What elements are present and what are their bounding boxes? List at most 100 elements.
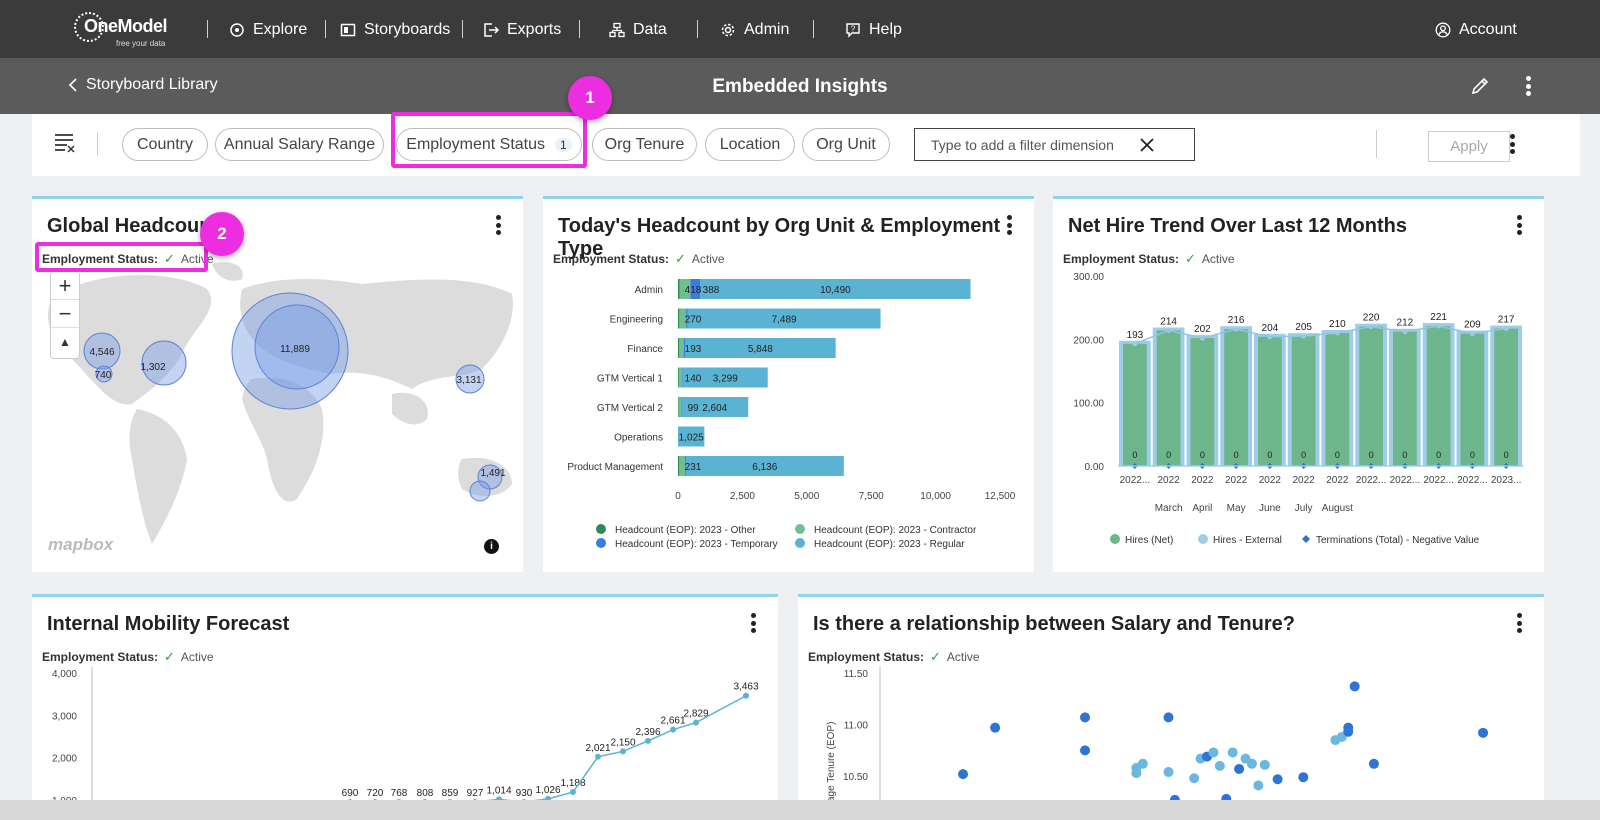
y-tick-label: 1,000 [52, 796, 77, 803]
nav-help-label: Help [869, 21, 902, 38]
data-label: 859 [442, 788, 459, 799]
legend-label: Headcount (EOP): 2023 - Contractor [814, 525, 977, 536]
card-more-menu[interactable] [1512, 213, 1526, 237]
data-label: 0 [1200, 450, 1205, 460]
bar-segment [679, 279, 691, 299]
data-label: 10,490 [820, 285, 851, 296]
filter-chip-annual-salary-range[interactable]: Annual Salary Range [215, 128, 384, 161]
filter-chip-employment-status[interactable]: Employment Status 1 [396, 128, 582, 161]
nav-explore[interactable]: Explore [229, 18, 307, 42]
data-label: 1,026 [535, 785, 560, 796]
data-label: 202 [1194, 324, 1211, 335]
clear-close-icon[interactable] [1139, 137, 1155, 153]
scatter-point [1137, 758, 1148, 769]
filter-input-placeholder: Type to add a filter dimension [931, 136, 1114, 153]
bubble-europe [231, 292, 349, 410]
bubble-label: 11,889 [280, 344, 310, 355]
filter-tag-value: Active [180, 650, 214, 664]
data-label: 214 [1160, 316, 1177, 327]
data-label: 193 [685, 344, 702, 355]
nav-exports[interactable]: Exports [483, 18, 561, 42]
card-title: Internal Mobility Forecast [47, 613, 290, 635]
x-tick-label: 0 [675, 491, 681, 502]
filter-list-icon[interactable] [54, 132, 76, 156]
nav-storyboards[interactable]: Storyboards [340, 18, 450, 42]
card-title: Net Hire Trend Over Last 12 Months [1068, 215, 1407, 237]
scatter-point [1189, 773, 1200, 784]
logo-tagline: free your data [116, 39, 166, 48]
data-label: 0 [1301, 450, 1306, 460]
onemodel-logo[interactable]: OneModel free your data [74, 10, 174, 50]
nav-admin-label: Admin [744, 21, 790, 38]
info-icon[interactable]: i [484, 539, 499, 554]
legend-label: Headcount (EOP): 2023 - Other [615, 525, 756, 536]
edit-pencil-icon[interactable] [1469, 75, 1491, 97]
filter-chip-org-unit[interactable]: Org Unit [802, 128, 890, 161]
compass-button[interactable]: ▲ [59, 335, 71, 349]
nav-admin[interactable]: Admin [720, 18, 789, 42]
legend-marker [1110, 534, 1120, 544]
bar-segment [678, 397, 681, 417]
x-tick-label: 2,500 [730, 491, 755, 502]
bar-segment [678, 338, 680, 358]
nav-help[interactable]: ? Help [845, 18, 902, 42]
map-zoom-controls: + − ▲ [50, 271, 80, 359]
scatter-point [1259, 759, 1270, 770]
bar-segment [678, 308, 680, 329]
data-label: 1,025 [679, 433, 704, 444]
y-tick-label: 3,000 [52, 711, 77, 722]
legend-marker [596, 538, 606, 548]
logo-mark-icon [74, 12, 104, 42]
chevron-left-icon [68, 78, 77, 92]
card-more-menu[interactable] [746, 611, 760, 635]
legend-label: Headcount (EOP): 2023 - Temporary [615, 539, 778, 550]
y-tick-label: 300.00 [1073, 272, 1104, 283]
nav-data[interactable]: Data [609, 18, 667, 42]
storyboard-more-menu[interactable] [1521, 74, 1535, 98]
x-tick-label: 2022... [1457, 475, 1488, 486]
check-icon: ✓ [164, 251, 175, 266]
nav-storyboards-label: Storyboards [364, 21, 451, 38]
legend-label: Hires - External [1213, 535, 1282, 546]
legend-marker [795, 538, 805, 548]
data-label: 231 [685, 462, 702, 473]
data-label: 0 [1234, 450, 1239, 460]
data-label: 2,150 [610, 737, 635, 748]
filter-tag-label: Employment Status: [1063, 252, 1180, 266]
data-label: 0 [1504, 450, 1509, 460]
svg-text:?: ? [851, 25, 856, 34]
category-label: Finance [627, 344, 663, 355]
x-month-label: May [1227, 503, 1246, 514]
hires-net-bar [1291, 336, 1316, 466]
nav-separator [697, 20, 698, 38]
scatter-point [1246, 758, 1257, 769]
x-tick-label: 7,500 [859, 491, 884, 502]
card-more-menu[interactable] [1002, 213, 1016, 237]
data-label: 1,014 [486, 785, 511, 796]
data-label: 212 [1397, 318, 1414, 329]
filter-chip-location[interactable]: Location [705, 128, 795, 161]
data-label: 216 [1228, 315, 1245, 326]
net-hire-bar-chart: 0.00 100.00 200.00 300.00 193 0 2022... 214 0 202… [1073, 272, 1523, 546]
filter-more-menu[interactable] [1505, 132, 1519, 156]
page-bottom-strip [0, 800, 1600, 820]
chip-label: Annual Salary Range [223, 135, 376, 153]
card-title: Is there a relationship between Salary a… [813, 613, 1295, 635]
hires-net-bar [1494, 328, 1518, 466]
card-more-menu[interactable] [1512, 611, 1526, 635]
scatter-point [1214, 760, 1225, 771]
data-label: 210 [1329, 319, 1346, 330]
check-icon: ✓ [930, 649, 941, 664]
zoom-out-button[interactable]: − [51, 300, 79, 328]
filter-chip-org-tenure[interactable]: Org Tenure [592, 128, 697, 161]
account-button[interactable]: Account [1435, 18, 1517, 42]
data-label: 0 [1436, 450, 1441, 460]
back-to-library-link[interactable]: Storyboard Library [68, 76, 218, 94]
apply-button[interactable]: Apply [1428, 131, 1510, 162]
data-label: 3,299 [713, 374, 738, 385]
nav-exports-label: Exports [507, 21, 562, 38]
legend-label: Hires (Net) [1125, 535, 1173, 546]
zoom-in-button[interactable]: + [51, 272, 79, 300]
filter-chip-country[interactable]: Country [122, 128, 208, 161]
card-more-menu[interactable] [491, 213, 505, 237]
